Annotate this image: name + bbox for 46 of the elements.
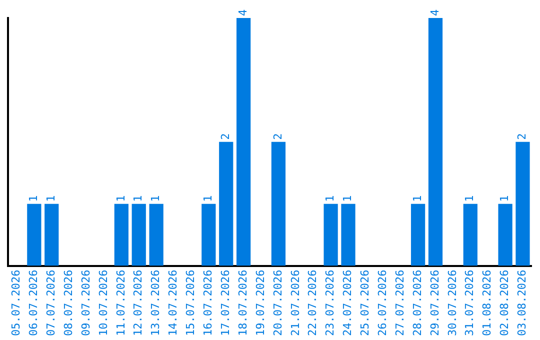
data-label: 4 xyxy=(236,9,250,16)
x-tick-label: 16.07.2026 xyxy=(202,270,215,336)
x-tick-label: 25.07.2026 xyxy=(358,270,372,336)
x-tick-label: 19.07.2026 xyxy=(254,270,267,336)
x-tick-label: 31.07.2026 xyxy=(463,270,476,336)
data-label: 1 xyxy=(132,195,145,202)
data-label: 1 xyxy=(44,195,58,202)
x-tick-label: 03.08.2026 xyxy=(516,270,529,336)
data-label: 1 xyxy=(341,195,354,202)
data-label: 1 xyxy=(149,195,162,202)
x-tick-label: 15.07.2026 xyxy=(184,270,198,336)
x-tick-label: 05.07.2026 xyxy=(10,270,23,336)
x-tick-label: 09.07.2026 xyxy=(79,270,92,336)
x-tick-label: 20.07.2026 xyxy=(271,270,284,336)
x-tick-label: 14.07.2026 xyxy=(166,270,180,336)
x-tick-label: 18.07.2026 xyxy=(236,270,250,336)
x-tick-label: 29.07.2026 xyxy=(428,270,442,336)
data-label: 4 xyxy=(428,9,442,16)
x-tick-label: 21.07.2026 xyxy=(288,270,302,336)
x-tick-label: 23.07.2026 xyxy=(324,270,337,336)
data-label: 1 xyxy=(27,195,40,202)
x-tick-label: 28.07.2026 xyxy=(410,270,424,336)
x-tick-label: 01.08.2026 xyxy=(480,270,494,336)
data-label: 1 xyxy=(463,195,476,202)
data-label: 1 xyxy=(410,195,424,202)
x-tick-label: 24.07.2026 xyxy=(341,270,354,336)
data-label: 1 xyxy=(202,195,215,202)
data-label: 2 xyxy=(218,133,232,140)
x-tick-label: 27.07.2026 xyxy=(393,270,406,336)
x-tick-label: 07.07.2026 xyxy=(44,270,58,336)
x-tick-label: 26.07.2026 xyxy=(376,270,390,336)
data-label: 1 xyxy=(324,195,337,202)
x-tick-label: 08.07.2026 xyxy=(62,270,75,336)
x-tick-label: 12.07.2026 xyxy=(132,270,145,336)
x-tick-label: 13.07.2026 xyxy=(149,270,162,336)
x-tick-label: 30.07.2026 xyxy=(446,270,459,336)
data-label: 2 xyxy=(271,133,284,140)
data-label: 1 xyxy=(498,195,512,202)
data-label: 1 xyxy=(114,195,128,202)
x-tick-label: 02.08.2026 xyxy=(498,270,512,336)
x-tick-label: 11.07.2026 xyxy=(114,270,128,336)
data-label: 2 xyxy=(516,133,529,140)
x-tick-label: 17.07.2026 xyxy=(218,270,232,336)
x-tick-label: 22.07.2026 xyxy=(306,270,320,336)
x-tick-label: 06.07.2026 xyxy=(27,270,40,336)
x-tick-label: 10.07.2026 xyxy=(96,270,110,336)
